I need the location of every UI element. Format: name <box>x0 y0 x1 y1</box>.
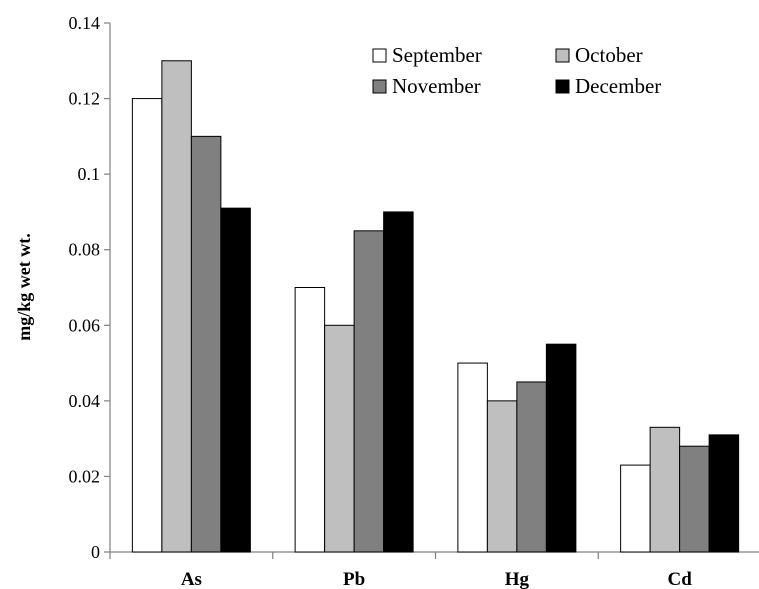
x-tick-label-as: As <box>181 569 202 589</box>
y-tick-label: 0.08 <box>69 240 101 260</box>
bar-hg-october <box>486 400 518 553</box>
x-tick-label-cd: Cd <box>667 569 692 589</box>
y-tick-label: 0.04 <box>69 391 101 411</box>
x-tick-label-hg: Hg <box>505 569 530 589</box>
y-tick-label: 0.12 <box>69 89 101 109</box>
x-tick-label-pb: Pb <box>343 569 365 589</box>
bar-hg-november <box>516 381 547 553</box>
legend-label-september: September <box>392 43 482 67</box>
legend-swatch-december <box>555 79 570 94</box>
bar-hg-december <box>545 343 577 553</box>
bars <box>131 60 740 553</box>
y-tick-label: 0 <box>91 542 100 562</box>
x-axis: As Pb Hg Cd <box>109 551 759 589</box>
bar-cd-november <box>679 445 710 553</box>
legend-swatch-november <box>372 79 387 94</box>
y-axis: 0 0.02 0.04 0.06 0.08 0.1 0.12 0.14 <box>69 13 111 562</box>
bar-pb-december <box>383 211 414 553</box>
y-tick-label: 0.14 <box>69 13 101 33</box>
bar-as-october <box>161 60 192 553</box>
legend-swatch-october <box>555 48 570 63</box>
y-tick-label: 0.02 <box>69 466 101 486</box>
bar-as-september <box>131 98 163 553</box>
bar-cd-september <box>620 464 651 553</box>
legend-label-december: December <box>575 74 661 98</box>
bar-cd-october <box>649 426 681 553</box>
bar-pb-november <box>353 230 385 553</box>
bar-pb-october <box>324 324 355 553</box>
bar-pb-september <box>294 287 326 553</box>
y-axis-label: mg/kg wet wt. <box>14 233 34 340</box>
bar-as-december <box>220 207 251 553</box>
legend-label-november: November <box>392 74 481 98</box>
bar-as-november <box>190 135 222 553</box>
y-tick-label: 0.06 <box>69 315 101 335</box>
legend-swatch-september <box>372 48 387 63</box>
y-tick-label: 0.1 <box>78 164 101 184</box>
bar-cd-december <box>708 434 740 553</box>
legend-label-october: October <box>575 43 643 67</box>
legend: September October November December <box>372 43 661 98</box>
bar-hg-september <box>457 362 488 553</box>
